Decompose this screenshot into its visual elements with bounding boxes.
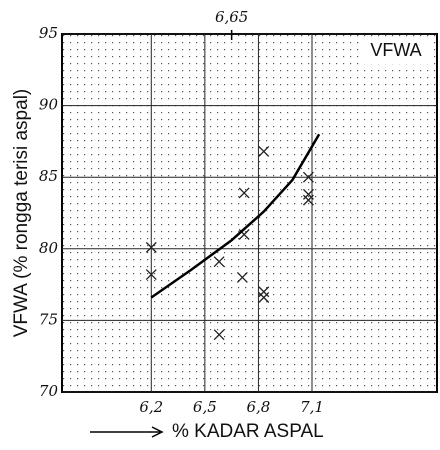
y-tick-label: 70	[39, 382, 59, 400]
x-arrow-head	[151, 426, 164, 438]
data-point	[258, 145, 270, 157]
title-box	[360, 38, 432, 64]
data-point	[236, 271, 248, 283]
grid-pattern	[62, 34, 437, 392]
y-tick-label: 80	[39, 239, 59, 257]
y-tick-label: 85	[39, 167, 58, 185]
x-tick-label: 6,2	[139, 398, 163, 416]
x-tick-label: 6,5	[193, 398, 217, 416]
fit-curve	[150, 133, 321, 299]
x-axis-label: % KADAR ASPAL	[172, 421, 324, 442]
y-axis-label: VFWA (% rongga terisi aspal)	[11, 89, 32, 338]
data-point	[145, 241, 157, 253]
data-point	[258, 286, 270, 298]
x-tick-label: 6,8	[246, 398, 270, 416]
y-tick-label: 75	[39, 310, 58, 328]
top-tick-label: 6,65	[215, 8, 248, 26]
data-point	[213, 256, 225, 268]
chart-title: VFWA	[370, 40, 421, 60]
y-tick-label: 90	[39, 96, 59, 114]
y-tick-label: 95	[39, 24, 58, 42]
data-point	[302, 194, 314, 206]
data-point	[302, 171, 314, 183]
data-point	[302, 188, 314, 200]
data-point	[145, 269, 157, 281]
data-point	[213, 329, 225, 341]
x-tick-label: 7,1	[300, 398, 324, 416]
data-point	[258, 292, 270, 303]
data-point	[238, 187, 250, 199]
